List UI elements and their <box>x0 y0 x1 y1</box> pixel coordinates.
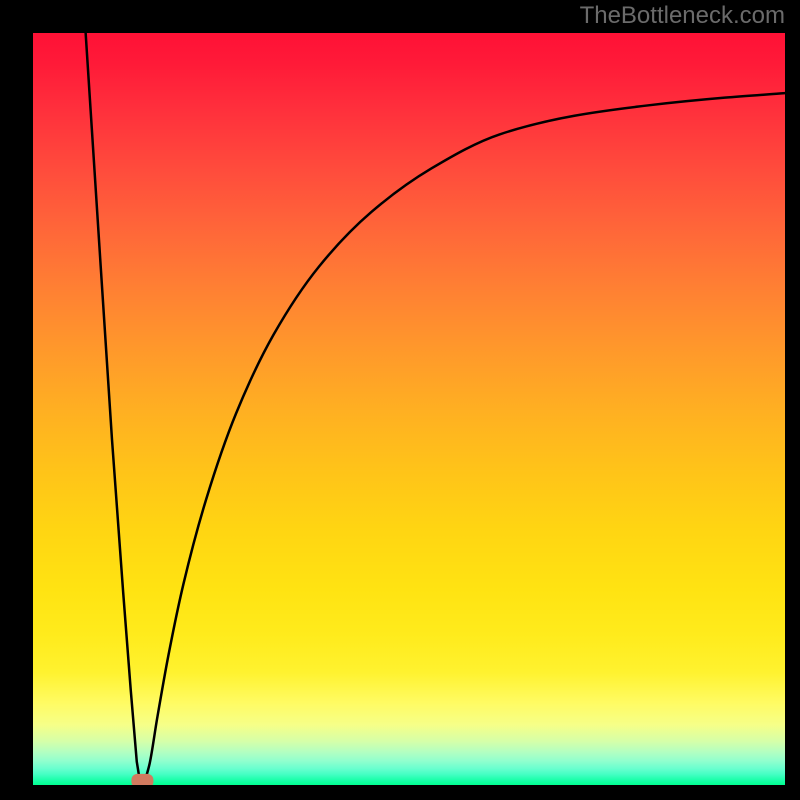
plot-area <box>33 33 785 785</box>
curve-right-branch <box>145 93 785 780</box>
curve-left-branch <box>86 33 140 780</box>
watermark: TheBottleneck.com <box>580 2 785 30</box>
optimum-marker <box>131 774 153 785</box>
bottleneck-curve <box>33 33 785 785</box>
